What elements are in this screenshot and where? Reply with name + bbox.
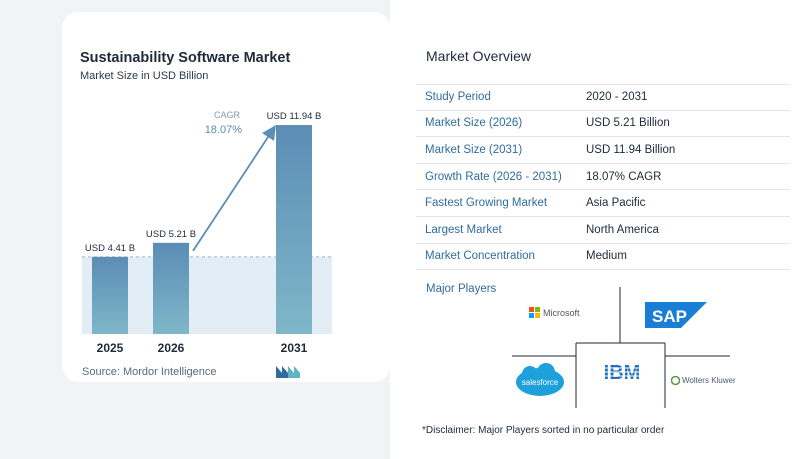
row-value: Medium bbox=[586, 250, 627, 263]
row-key: Largest Market bbox=[425, 223, 502, 236]
salesforce-logo: salesforce bbox=[516, 363, 564, 396]
cagr-label: CAGR bbox=[214, 110, 241, 120]
sap-label: SAP bbox=[652, 307, 687, 326]
cagr-value: 18.07% bbox=[205, 124, 243, 136]
players-title: Major Players bbox=[426, 283, 497, 295]
overview-row: Market Size (2031) USD 11.94 Billion bbox=[416, 137, 790, 164]
wolters-kluwer-logo: Wolters Kluwer bbox=[671, 376, 736, 385]
row-key: Growth Rate (2026 - 2031) bbox=[425, 170, 562, 183]
bar-2025 bbox=[92, 256, 128, 334]
microsoft-squares-icon bbox=[529, 307, 540, 318]
salesforce-label: salesforce bbox=[522, 378, 559, 387]
overview-title: Market Overview bbox=[426, 48, 532, 64]
row-value: USD 5.21 Billion bbox=[586, 117, 670, 130]
row-key: Market Size (2026) bbox=[425, 117, 523, 130]
x-tick-2031: 2031 bbox=[281, 341, 308, 355]
chart-title: Sustainability Software Market bbox=[80, 50, 291, 66]
x-tick-2026: 2026 bbox=[158, 341, 185, 355]
chart-canvas: USD 4.41 B 2025 USD 5.21 B 2026 USD 11.94 B 2… bbox=[82, 110, 332, 355]
ibm-logo: IBM bbox=[598, 362, 646, 383]
players-grid-lines bbox=[512, 287, 730, 408]
overview-row: Market Size (2026) USD 5.21 Billion bbox=[416, 111, 790, 138]
wolters-kluwer-mark-icon bbox=[671, 376, 680, 385]
wolters-kluwer-label: Wolters Kluwer bbox=[682, 376, 736, 385]
disclaimer: *Disclaimer: Major Players sorted in no … bbox=[422, 425, 665, 436]
x-tick-2025: 2025 bbox=[97, 341, 124, 355]
microsoft-label: Microsoft bbox=[543, 307, 580, 318]
sap-logo: SAP bbox=[645, 302, 707, 328]
mordor-logo-icon bbox=[276, 366, 300, 378]
row-value: Asia Pacific bbox=[586, 197, 646, 210]
row-value: 2020 - 2031 bbox=[586, 91, 648, 104]
source-note: Source: Mordor Intelligence bbox=[82, 366, 217, 378]
microsoft-logo: Microsoft bbox=[529, 307, 580, 318]
bar-2026 bbox=[153, 242, 189, 334]
row-key: Study Period bbox=[425, 91, 491, 104]
cagr-arrow bbox=[192, 125, 276, 252]
row-key: Market Size (2031) bbox=[425, 143, 523, 156]
overview-row: Growth Rate (2026 - 2031) 18.07% CAGR bbox=[416, 164, 790, 191]
data-label-2025: USD 4.41 B bbox=[85, 243, 135, 254]
bar-2031 bbox=[276, 125, 312, 334]
row-value: USD 11.94 Billion bbox=[586, 143, 676, 156]
data-label-2026: USD 5.21 B bbox=[146, 229, 196, 240]
overview-row: Largest Market North America bbox=[416, 217, 790, 244]
row-value: North America bbox=[586, 223, 659, 236]
chart-subtitle: Market Size in USD Billion bbox=[80, 70, 209, 82]
row-value: 18.07% CAGR bbox=[586, 170, 662, 183]
overview-table: Study Period 2020 - 2031 Market Size (202… bbox=[416, 84, 790, 271]
row-key: Market Concentration bbox=[425, 250, 535, 263]
overview-row: Study Period 2020 - 2031 bbox=[416, 84, 790, 111]
row-key: Fastest Growing Market bbox=[425, 197, 548, 210]
overview-row: Fastest Growing Market Asia Pacific bbox=[416, 190, 790, 217]
data-label-2031: USD 11.94 B bbox=[267, 111, 322, 122]
chart-card: USD 4.41 B 2025 USD 5.21 B 2026 USD 11.94 B 2… bbox=[62, 12, 390, 382]
overview-row: Market Concentration Medium bbox=[416, 244, 790, 271]
overview-panel: Market Overview Study Period 2020 - 2031 … bbox=[390, 0, 800, 459]
